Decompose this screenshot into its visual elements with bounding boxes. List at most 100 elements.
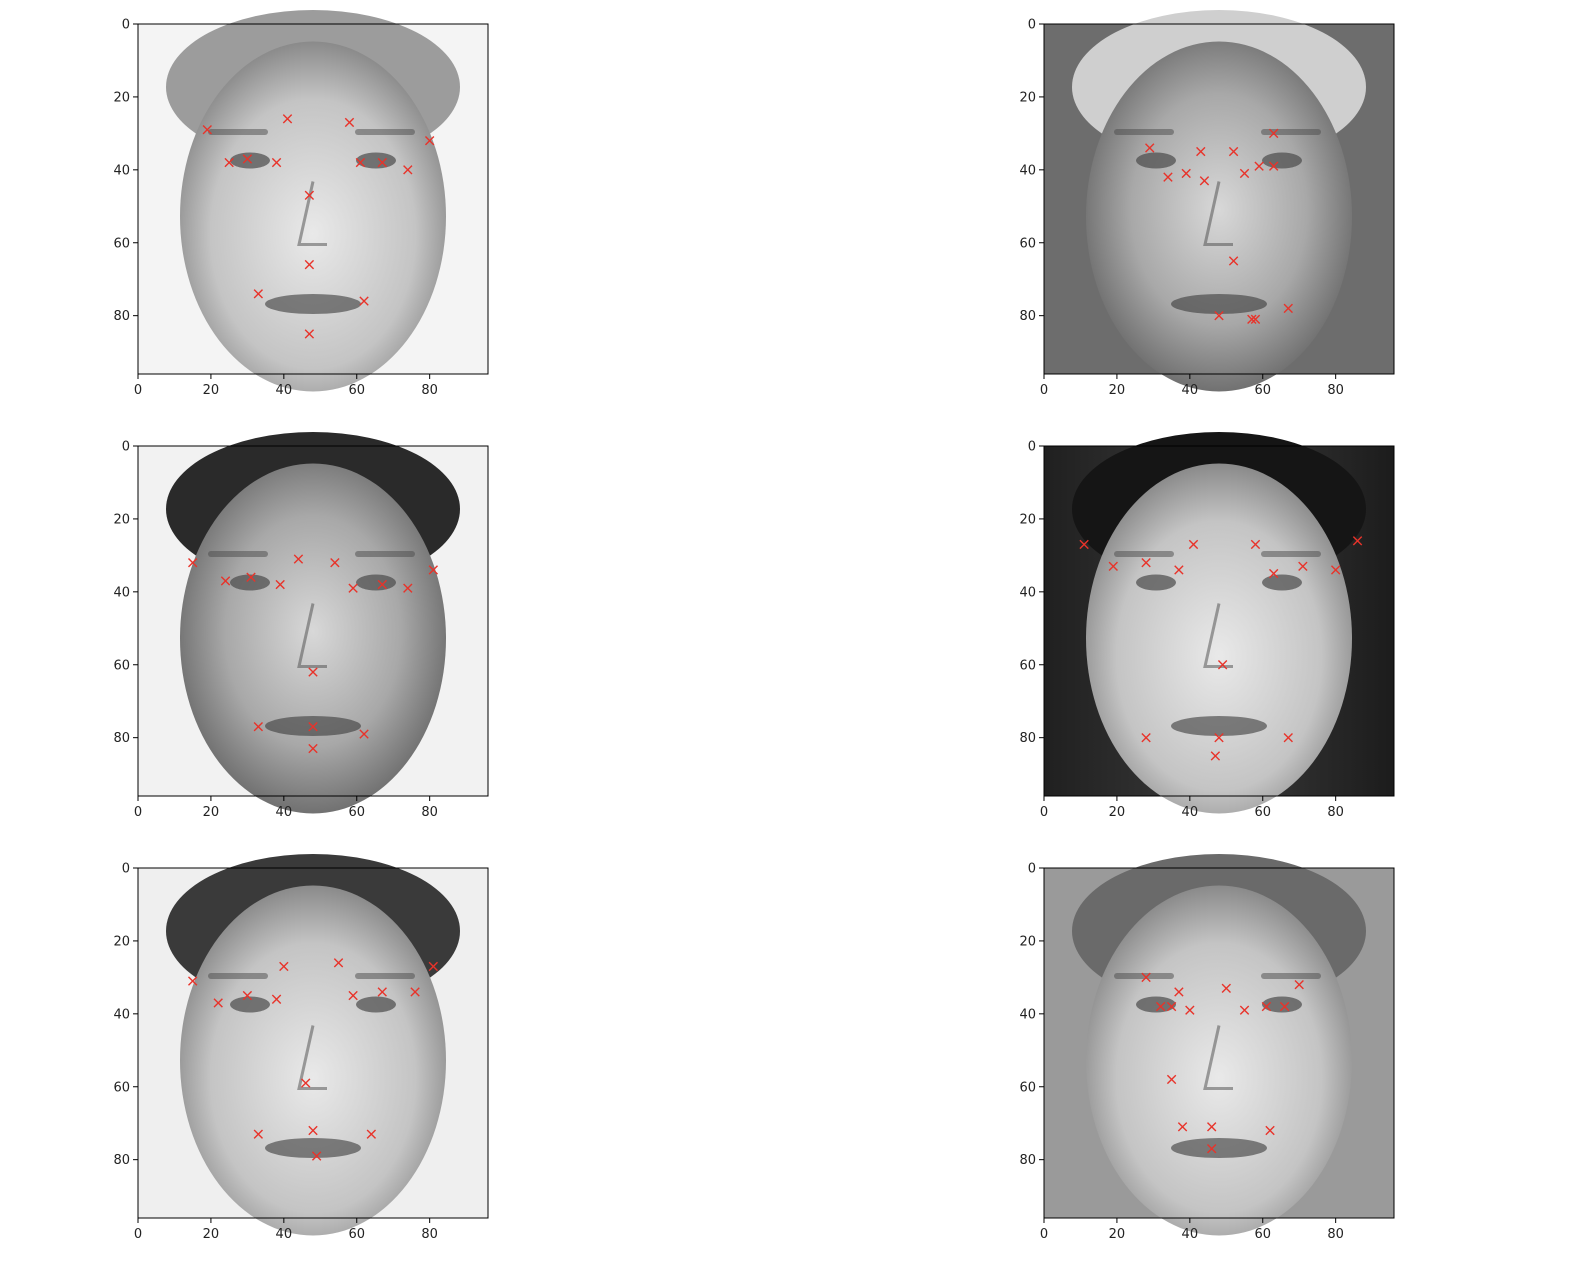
keypoint-marker [1108,561,1118,572]
face-image [1044,854,1394,1236]
y-tick-label: 0 [1028,18,1036,33]
axes-frame [1043,23,1395,375]
keypoint-marker [271,994,282,1004]
x-tick-label: 20 [1109,805,1126,820]
face-image [138,854,488,1236]
keypoint-marker [403,165,413,175]
y-tick-label: 20 [113,512,130,527]
x-tick-label: 60 [348,805,365,820]
x-tick-label: 80 [1327,1227,1344,1242]
keypoint-marker [366,1129,377,1139]
x-tick-label: 20 [1109,383,1126,398]
keypoint-marker [301,1078,311,1088]
x-tick-label: 20 [1109,1227,1126,1242]
subplot-5: 0 20 40 60 80 0 20 40 60 80 [113,854,489,1242]
keypoint-marker [1239,168,1250,179]
keypoint-marker [1254,161,1264,171]
y-tick-label: 60 [113,1080,130,1095]
keypoint-marker [359,296,369,306]
keypoint-marker [1330,565,1341,575]
keypoint-marker [428,961,439,972]
keypoint-marker [304,329,315,339]
keypoint-marker [242,154,253,164]
keypoint-marker [1210,751,1221,761]
keypoint-marker [355,157,366,168]
keypoint-marker [1250,539,1261,550]
keypoint-marker [1166,1074,1177,1085]
keypoint-marker [1207,1122,1217,1132]
keypoint-marker [377,579,387,590]
y-tick-label: 40 [113,163,130,178]
keypoint-marker [1141,732,1151,743]
x-tick-label: 80 [421,1227,438,1242]
keypoint-marker [279,961,289,972]
keypoint-marker [253,289,264,299]
y-tick-label: 60 [113,236,130,251]
x-tick-label: 0 [1040,383,1048,398]
keypoint-marker [1294,979,1304,990]
keypoint-marker [428,565,439,575]
y-tick-label: 80 [1019,731,1036,746]
y-tick-label: 0 [1028,440,1036,455]
subplot-3: 0 20 40 60 80 0 20 40 60 80 [113,432,489,820]
y-tick-label: 60 [1019,236,1036,251]
keypoint-marker [330,557,340,568]
keypoint-marker [308,1125,318,1136]
keypoint-marker [1283,732,1293,743]
keypoint-marker [1141,557,1151,568]
keypoint-marker [344,117,355,128]
x-tick-label: 20 [203,1227,220,1242]
face-image [138,432,488,814]
keypoint-marker [187,976,198,986]
x-tick-label: 40 [276,383,293,398]
x-tick-label: 60 [348,383,365,398]
keypoint-marker [1268,568,1279,579]
y-tick-label: 20 [1019,512,1036,527]
subplot-1: 0 20 40 60 80 0 20 40 60 80 [113,10,489,398]
keypoint-marker [213,998,223,1008]
subplot-4: 0 20 40 60 80 0 20 40 60 80 [1019,432,1395,820]
x-tick-label: 0 [134,383,142,398]
face-image [1044,432,1394,814]
keypoint-marker [1214,732,1224,743]
keypoint-marker [1188,539,1199,550]
keypoint-marker [1079,539,1089,550]
subplot-2: 0 20 40 60 80 0 20 40 60 80 [1019,10,1395,398]
y-tick-label: 40 [1019,163,1036,178]
keypoint-marker [1265,1125,1275,1136]
x-tick-label: 40 [1182,805,1199,820]
x-tick-label: 20 [203,805,220,820]
face-image [1044,10,1394,392]
subplot-6: 0 20 40 60 80 0 20 40 60 80 [1019,854,1395,1242]
keypoint-marker [377,987,387,997]
axes-frame [1043,867,1395,1219]
x-tick-label: 60 [1254,805,1271,820]
x-tick-label: 40 [1182,383,1199,398]
keypoint-marker [293,554,304,564]
keypoint-marker [1279,1001,1290,1012]
keypoint-marker [1141,972,1151,983]
y-tick-label: 40 [1019,1007,1036,1022]
y-tick-label: 40 [113,585,130,600]
x-tick-label: 0 [1040,805,1048,820]
keypoint-marker [1174,565,1184,575]
keypoint-marker [275,579,285,590]
keypoint-marker [1199,176,1210,186]
keypoint-marker [1181,168,1191,179]
y-tick-label: 60 [1019,1080,1036,1095]
keypoint-marker [242,990,253,1001]
keypoint-marker [304,190,315,201]
x-tick-label: 80 [421,383,438,398]
keypoint-marker [1155,1001,1166,1012]
y-tick-label: 20 [1019,90,1036,105]
y-tick-label: 80 [1019,309,1036,324]
y-tick-label: 0 [1028,862,1036,877]
x-tick-label: 80 [1327,383,1344,398]
keypoint-marker [253,722,264,732]
y-tick-label: 20 [113,90,130,105]
keypoint-marker [410,987,420,997]
y-tick-label: 80 [1019,1153,1036,1168]
keypoint-marker [348,583,358,593]
keypoint-marker [220,576,231,586]
keypoint-marker [403,583,413,593]
